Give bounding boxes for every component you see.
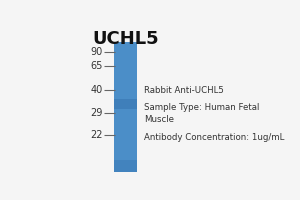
Bar [114,99,137,109]
Text: 22: 22 [90,130,103,140]
Text: 29: 29 [90,108,103,118]
Text: Muscle: Muscle [145,115,175,124]
Text: 65: 65 [90,61,103,71]
Text: Sample Type: Human Fetal: Sample Type: Human Fetal [145,103,260,112]
Text: 90: 90 [90,47,103,57]
Text: 40: 40 [90,85,103,95]
Bar [114,42,137,172]
Text: Antibody Concentration: 1ug/mL: Antibody Concentration: 1ug/mL [145,133,285,142]
Text: Rabbit Anti-UCHL5: Rabbit Anti-UCHL5 [145,86,224,95]
Text: UCHL5: UCHL5 [92,30,159,48]
Bar [114,160,137,172]
